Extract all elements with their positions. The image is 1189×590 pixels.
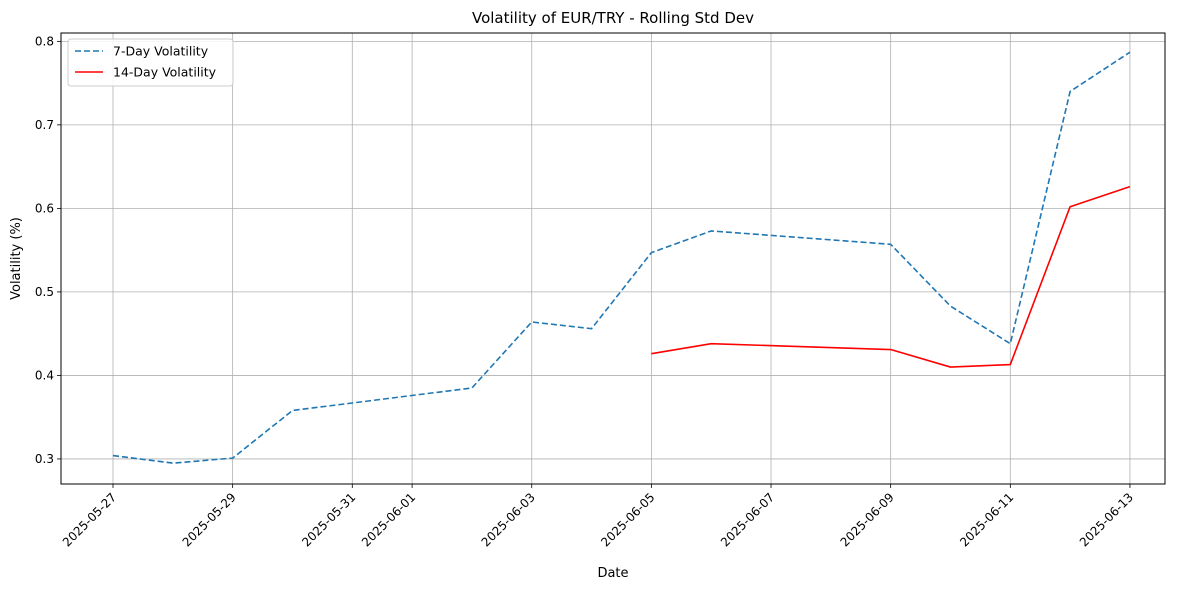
series-lines (112, 51, 1131, 464)
chart-title: Volatility of EUR/TRY - Rolling Std Dev (472, 9, 754, 27)
grid-lines (61, 33, 1165, 484)
series-line-7-day (112, 51, 1131, 464)
legend: 7-Day Volatility 14-Day Volatility (67, 38, 234, 87)
y-tick-label: 0.6 (35, 201, 54, 215)
legend-label: 14-Day Volatility (113, 65, 217, 80)
y-tick-label: 0.4 (35, 368, 54, 382)
plot-area-frame (60, 32, 1166, 485)
y-tick-label: 0.7 (35, 118, 54, 132)
legend-box (67, 38, 234, 87)
y-tick-label: 0.3 (35, 452, 54, 466)
x-axis-title: Date (597, 566, 628, 581)
legend-label: 7-Day Volatility (113, 44, 209, 59)
y-axis-title: Volatility (%) (9, 217, 24, 300)
y-tick-label: 0.8 (35, 34, 54, 48)
series-line-14-day (651, 185, 1131, 368)
y-tick-label: 0.5 (35, 285, 54, 299)
